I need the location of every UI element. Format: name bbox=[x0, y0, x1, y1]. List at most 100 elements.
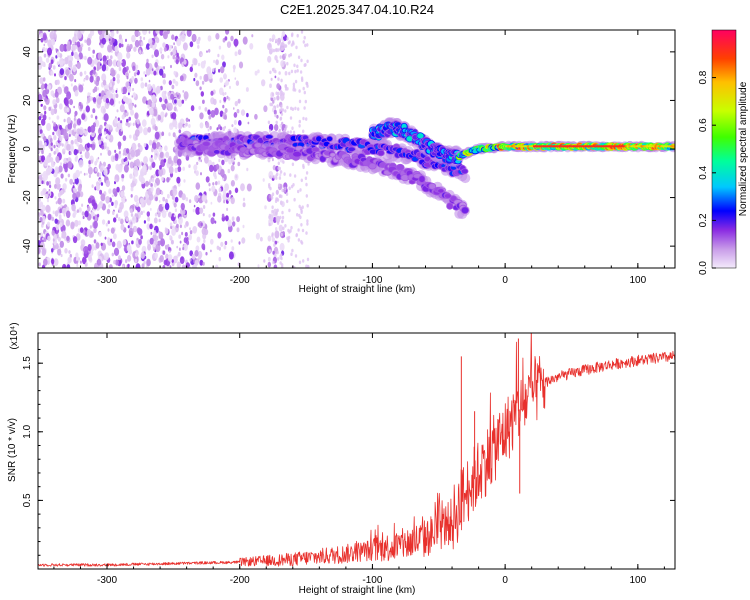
noise-speck bbox=[147, 216, 151, 222]
noise-speck bbox=[136, 148, 141, 156]
noise-speck bbox=[189, 66, 193, 73]
noise-speck bbox=[280, 253, 283, 257]
noise-speck bbox=[201, 227, 206, 235]
noise-speck bbox=[83, 246, 89, 254]
noise-speck bbox=[251, 34, 254, 38]
noise-speck bbox=[278, 129, 281, 134]
noise-speck bbox=[173, 70, 177, 76]
noise-speck bbox=[110, 227, 115, 234]
noise-speck bbox=[108, 38, 111, 42]
noise-speck bbox=[74, 177, 79, 185]
noise-speck bbox=[72, 64, 77, 73]
noise-speck bbox=[84, 55, 87, 61]
noise-speck bbox=[306, 43, 309, 47]
noise-speck bbox=[64, 57, 69, 65]
noise-speck bbox=[268, 213, 272, 218]
noise-speck bbox=[74, 156, 78, 162]
noise-speck bbox=[217, 180, 221, 185]
signal-core bbox=[618, 145, 622, 148]
noise-speck bbox=[159, 47, 163, 53]
signal-core bbox=[570, 145, 574, 148]
noise-speck bbox=[176, 38, 182, 47]
noise-speck bbox=[118, 34, 122, 40]
noise-speck bbox=[163, 158, 167, 163]
noise-speck bbox=[284, 109, 287, 113]
signal-blob bbox=[264, 134, 274, 140]
noise-speck bbox=[123, 158, 126, 162]
noise-speck bbox=[272, 174, 275, 179]
noise-speck bbox=[236, 109, 240, 114]
signal-core bbox=[513, 145, 517, 148]
signal-core bbox=[560, 145, 564, 148]
noise-speck bbox=[57, 236, 61, 242]
noise-speck bbox=[216, 245, 220, 250]
noise-speck bbox=[134, 114, 138, 119]
noise-speck bbox=[272, 48, 276, 53]
noise-speck bbox=[106, 55, 109, 60]
noise-speck bbox=[157, 114, 162, 121]
noise-speck bbox=[107, 237, 110, 242]
noise-speck bbox=[51, 120, 54, 124]
noise-speck bbox=[269, 38, 272, 42]
noise-speck bbox=[228, 251, 234, 260]
noise-speck bbox=[292, 42, 295, 46]
noise-speck bbox=[146, 43, 150, 50]
noise-speck bbox=[149, 45, 151, 49]
noise-speck bbox=[289, 116, 293, 120]
noise-speck bbox=[136, 206, 141, 213]
noise-speck bbox=[55, 155, 60, 163]
noise-speck bbox=[300, 223, 303, 227]
noise-speck bbox=[116, 60, 122, 68]
noise-speck bbox=[157, 240, 161, 246]
x-tick-label: 100 bbox=[629, 575, 646, 586]
noise-speck bbox=[189, 227, 191, 231]
noise-speck bbox=[50, 138, 53, 143]
noise-speck bbox=[170, 45, 173, 48]
noise-speck bbox=[204, 107, 208, 112]
noise-speck bbox=[238, 241, 241, 245]
noise-speck bbox=[51, 230, 55, 236]
noise-speck bbox=[162, 196, 166, 202]
noise-speck bbox=[218, 158, 221, 163]
noise-speck bbox=[154, 252, 158, 259]
noise-speck bbox=[106, 134, 110, 141]
noise-speck bbox=[249, 43, 254, 50]
noise-speck bbox=[202, 213, 205, 217]
colorbar-tick-label: 0.0 bbox=[698, 261, 709, 275]
noise-speck bbox=[197, 44, 200, 49]
noise-speck bbox=[46, 181, 49, 186]
noise-speck bbox=[112, 194, 114, 198]
noise-speck bbox=[110, 55, 113, 60]
noise-speck bbox=[194, 250, 199, 257]
noise-speck bbox=[241, 237, 246, 244]
noise-speck bbox=[143, 210, 145, 214]
noise-speck bbox=[233, 38, 239, 47]
noise-speck bbox=[189, 250, 193, 257]
noise-speck bbox=[118, 255, 121, 261]
noise-speck bbox=[67, 161, 73, 169]
noise-speck bbox=[233, 119, 237, 125]
noise-speck bbox=[263, 259, 266, 263]
noise-speck bbox=[41, 248, 47, 256]
noise-speck bbox=[277, 48, 280, 52]
noise-speck bbox=[298, 89, 301, 93]
noise-speck bbox=[233, 107, 235, 110]
noise-speck bbox=[298, 119, 301, 124]
noise-speck bbox=[56, 61, 60, 66]
noise-speck bbox=[76, 142, 79, 147]
noise-speck bbox=[173, 42, 176, 46]
noise-speck bbox=[112, 59, 118, 67]
noise-speck bbox=[115, 90, 118, 93]
noise-speck bbox=[271, 237, 275, 243]
noise-speck bbox=[69, 178, 74, 185]
noise-speck bbox=[80, 244, 84, 251]
signal-blob bbox=[377, 149, 385, 157]
noise-speck bbox=[142, 164, 147, 173]
noise-speck bbox=[208, 188, 211, 192]
noise-speck bbox=[159, 255, 164, 263]
noise-speck bbox=[182, 30, 186, 35]
noise-speck bbox=[105, 98, 110, 104]
noise-speck bbox=[220, 168, 225, 176]
noise-speck bbox=[79, 138, 83, 144]
noise-speck bbox=[267, 120, 271, 125]
